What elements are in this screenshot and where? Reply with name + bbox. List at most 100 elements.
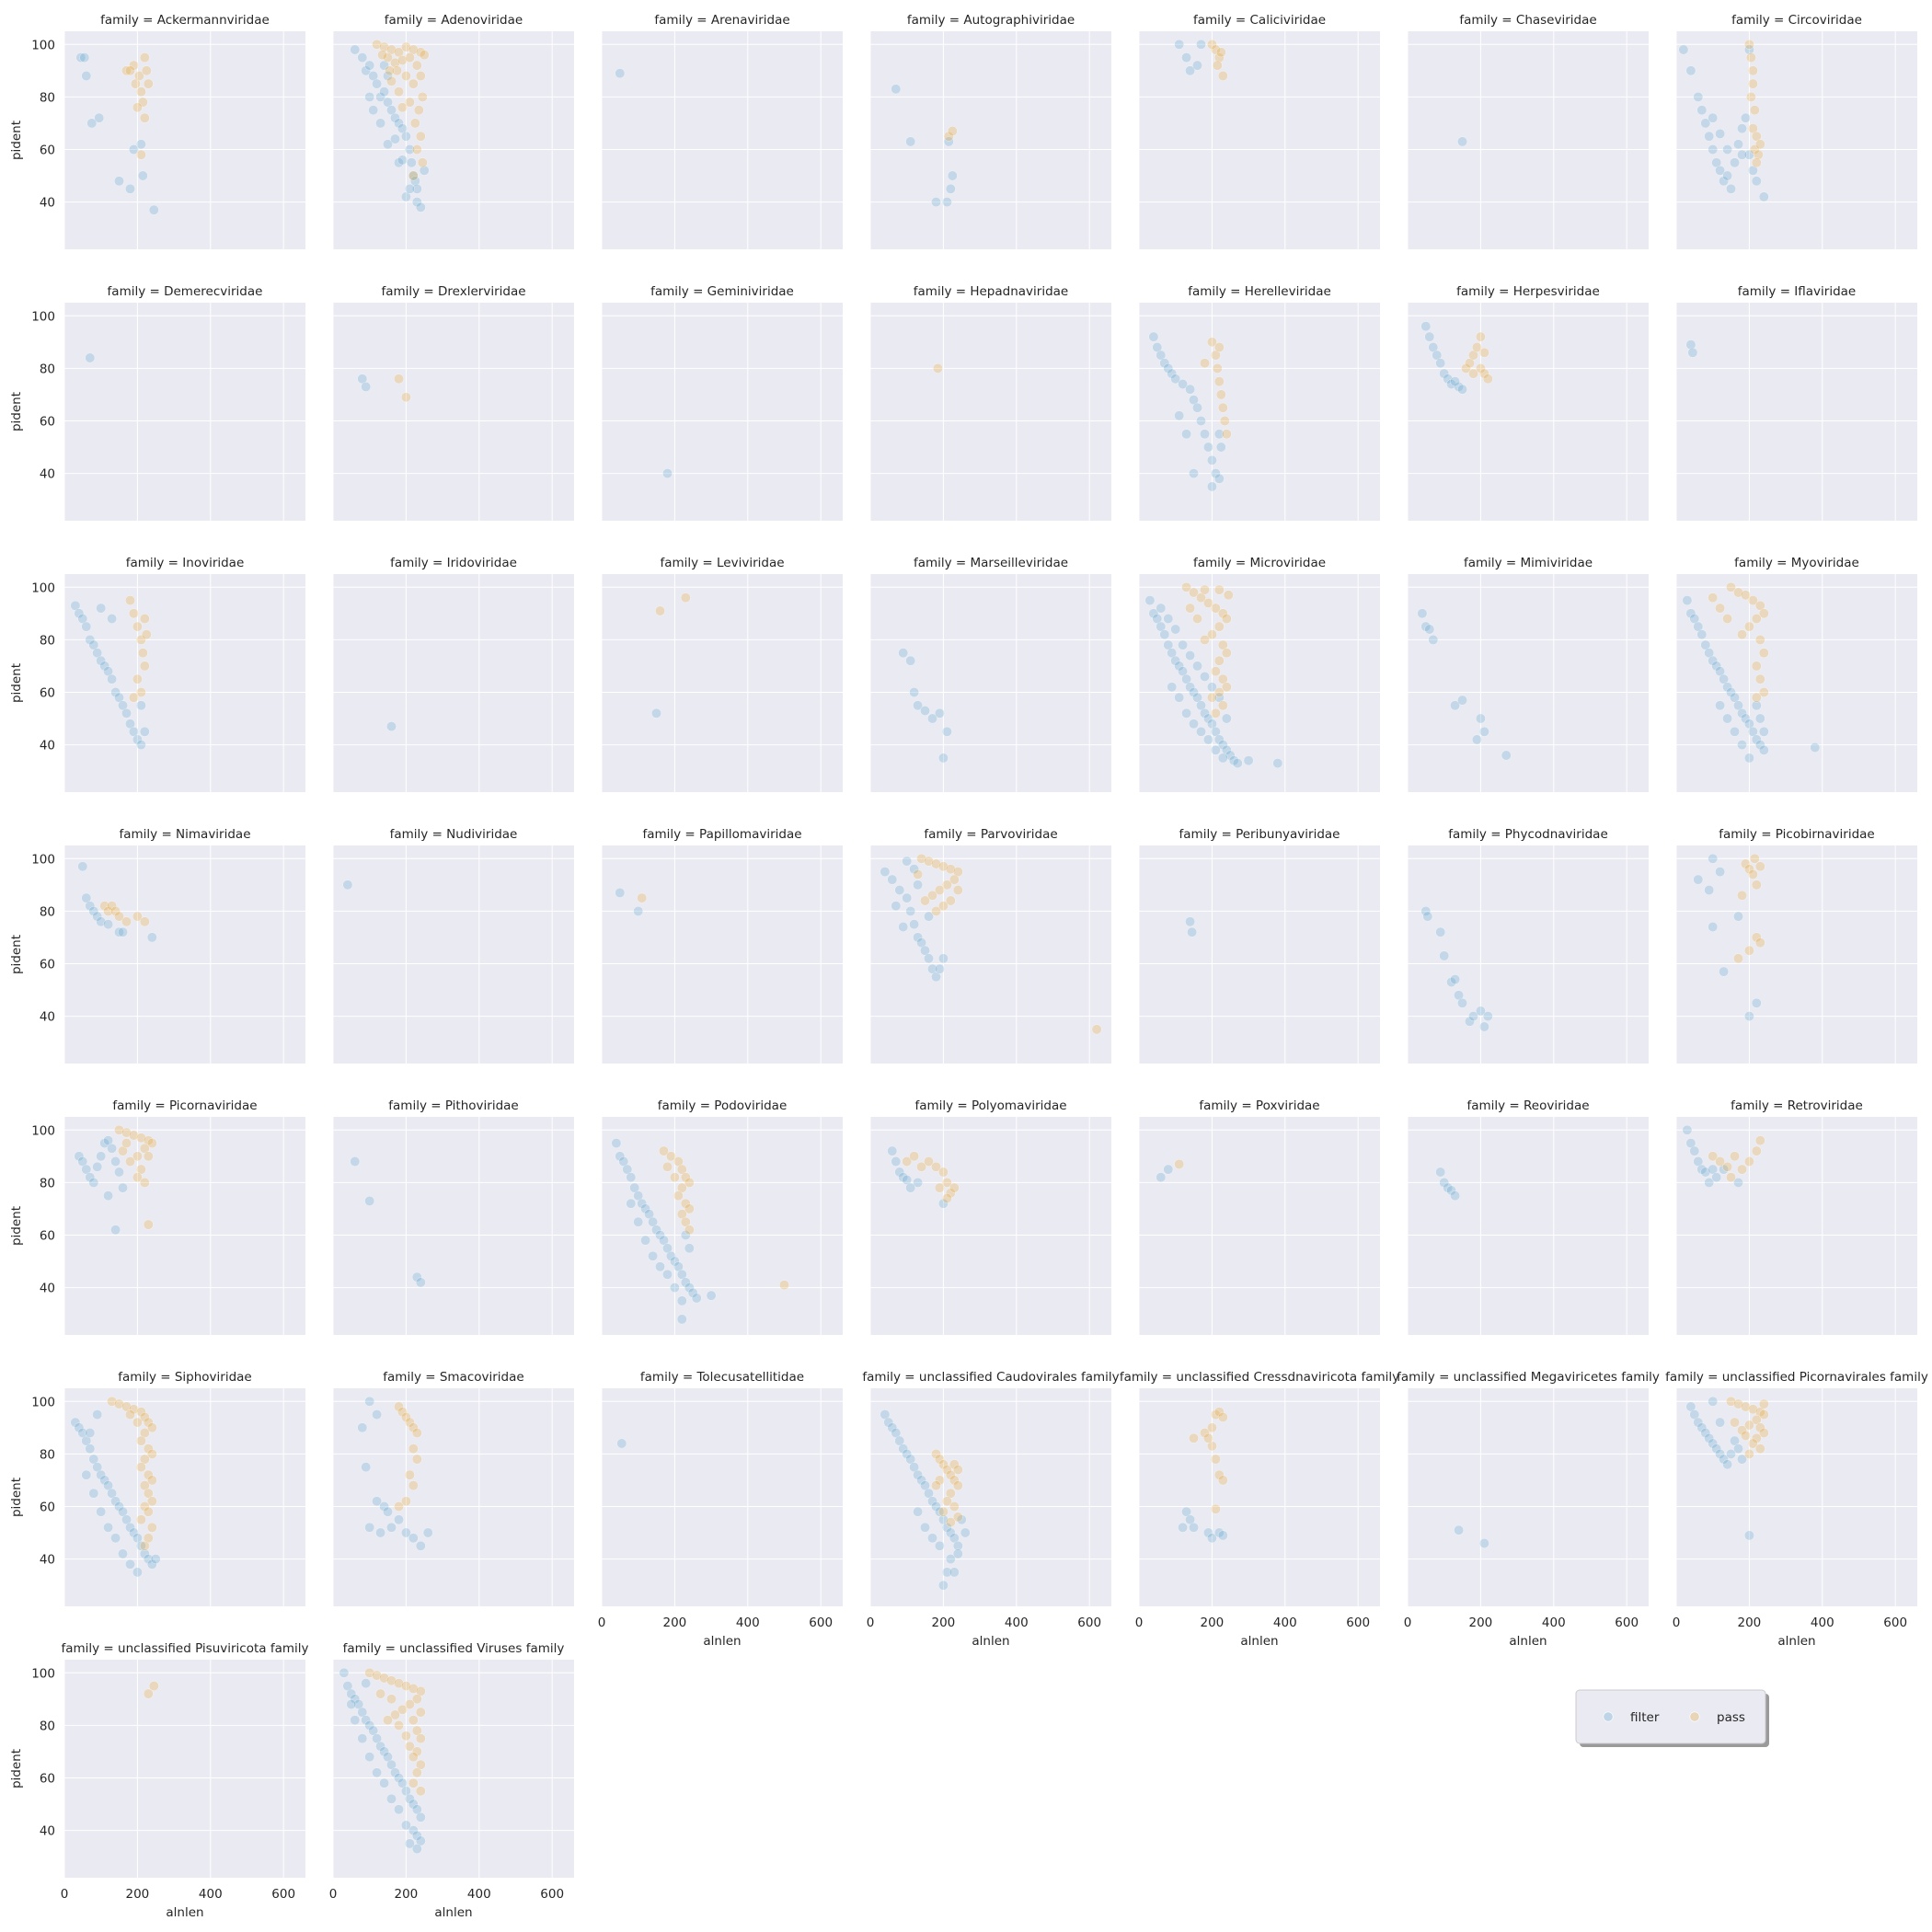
filter-point [1200,707,1210,719]
pass-point [684,1225,695,1236]
panel-background [333,574,574,792]
pass-point [943,131,954,142]
pass-point [135,149,146,160]
filter-point [114,176,124,187]
pass-point [1751,1432,1762,1443]
pass-point [132,1417,143,1428]
pass-point [1217,71,1228,81]
panel-title: family = Leviviridae [660,556,784,570]
pass-point [1221,429,1232,440]
panel-title: family = Drexlerviridae [381,284,525,299]
filter-point [898,648,909,659]
filter-point [937,753,949,764]
panel-background [1139,845,1380,1064]
filter-point [902,1448,913,1459]
panel-title: family = Podoviridae [658,1098,788,1113]
panel-background [602,574,843,792]
pass-point [143,1219,154,1230]
panel-background [1676,31,1917,249]
filter-point [386,1522,397,1533]
pass-point [945,1188,956,1199]
filter-point [913,1469,924,1480]
filter-point [379,1746,390,1757]
filter-point [1740,713,1751,724]
filter-point [691,1293,702,1304]
pass-point [125,65,135,76]
filter-point [1192,402,1202,413]
x-tick-label: 200 [1738,1616,1762,1630]
filter-point [1167,368,1178,379]
filter-point [85,1172,96,1183]
pass-point [135,1435,146,1446]
pass-point [941,880,952,891]
facet-panel-iridoviridae: family = Iridoviridae [332,556,574,792]
pass-point [662,1161,673,1172]
filter-point [118,1548,128,1559]
pass-point [949,1475,960,1486]
filter-point [114,1501,124,1512]
filter-point [118,1182,128,1193]
filter-point [669,1256,680,1267]
filter-point [684,1243,695,1254]
pass-point [1758,1409,1769,1420]
filter-point [880,867,891,878]
facet-panel-poxviridae: family = Poxviridae [1138,1098,1380,1335]
filter-point [1737,1454,1747,1465]
pass-point [1737,1164,1747,1175]
filter-point [1215,442,1226,453]
filter-point [79,52,90,63]
pass-point [1189,587,1199,598]
facet-panel-nudiviridae: family = Nudiviridae [332,827,574,1064]
pass-point [1754,937,1765,949]
facet-panel-retroviridae: family = Retroviridae [1675,1098,1917,1335]
panel-title: family = Microviridae [1193,556,1326,570]
pass-point [1210,1454,1221,1465]
pass-point [1215,47,1226,58]
pass-point [132,1151,143,1162]
filter-point [1689,1145,1700,1156]
filter-point [132,734,143,745]
panel-title: family = Demerecviridae [108,284,263,299]
pass-point [1189,1432,1199,1443]
filter-point [1450,376,1461,387]
facet-panel-reoviridae: family = Reoviridae [1407,1098,1649,1335]
panel-title: family = Tolecusatellitidae [640,1370,804,1385]
filter-point [375,1741,386,1752]
filter-point [1163,362,1174,374]
y-tick-label: 60 [40,1500,55,1514]
pass-point [941,1177,952,1188]
pass-point [394,1719,404,1731]
pass-point [1202,597,1213,608]
pass-point [415,47,426,58]
filter-point [397,155,408,166]
y-tick-label: 80 [40,362,55,376]
pass-point [902,1156,913,1167]
filter-point [924,911,934,922]
legend-pass-marker [1689,1711,1700,1722]
x-tick-label: 200 [1201,1616,1225,1630]
pass-point [949,1501,960,1512]
pass-point [1221,682,1232,693]
filter-point [898,1172,909,1183]
y-tick-label: 60 [40,414,55,429]
pass-point [1217,608,1228,619]
filter-point [1217,740,1228,751]
filter-point [400,1820,411,1831]
filter-point [669,1282,680,1294]
pass-point [394,86,404,98]
filter-point [1730,157,1740,168]
facet-panel-mimiviridae: family = Mimiviridae [1407,556,1649,792]
filter-point [1704,885,1715,895]
panel-background [64,303,305,521]
pass-point [143,1151,154,1162]
panel-background [1676,1117,1917,1335]
filter-point [1159,629,1170,640]
filter-point [357,1422,368,1433]
legend: filter pass [1575,1689,1769,1747]
pass-point [947,126,958,136]
filter-point [394,1514,404,1525]
panel-title: family = Myoviridae [1734,556,1859,570]
facet-panel-myoviridae: family = Myoviridae [1675,556,1917,792]
panel-title: family = Iflaviridae [1738,284,1857,299]
pass-point [1743,945,1754,956]
